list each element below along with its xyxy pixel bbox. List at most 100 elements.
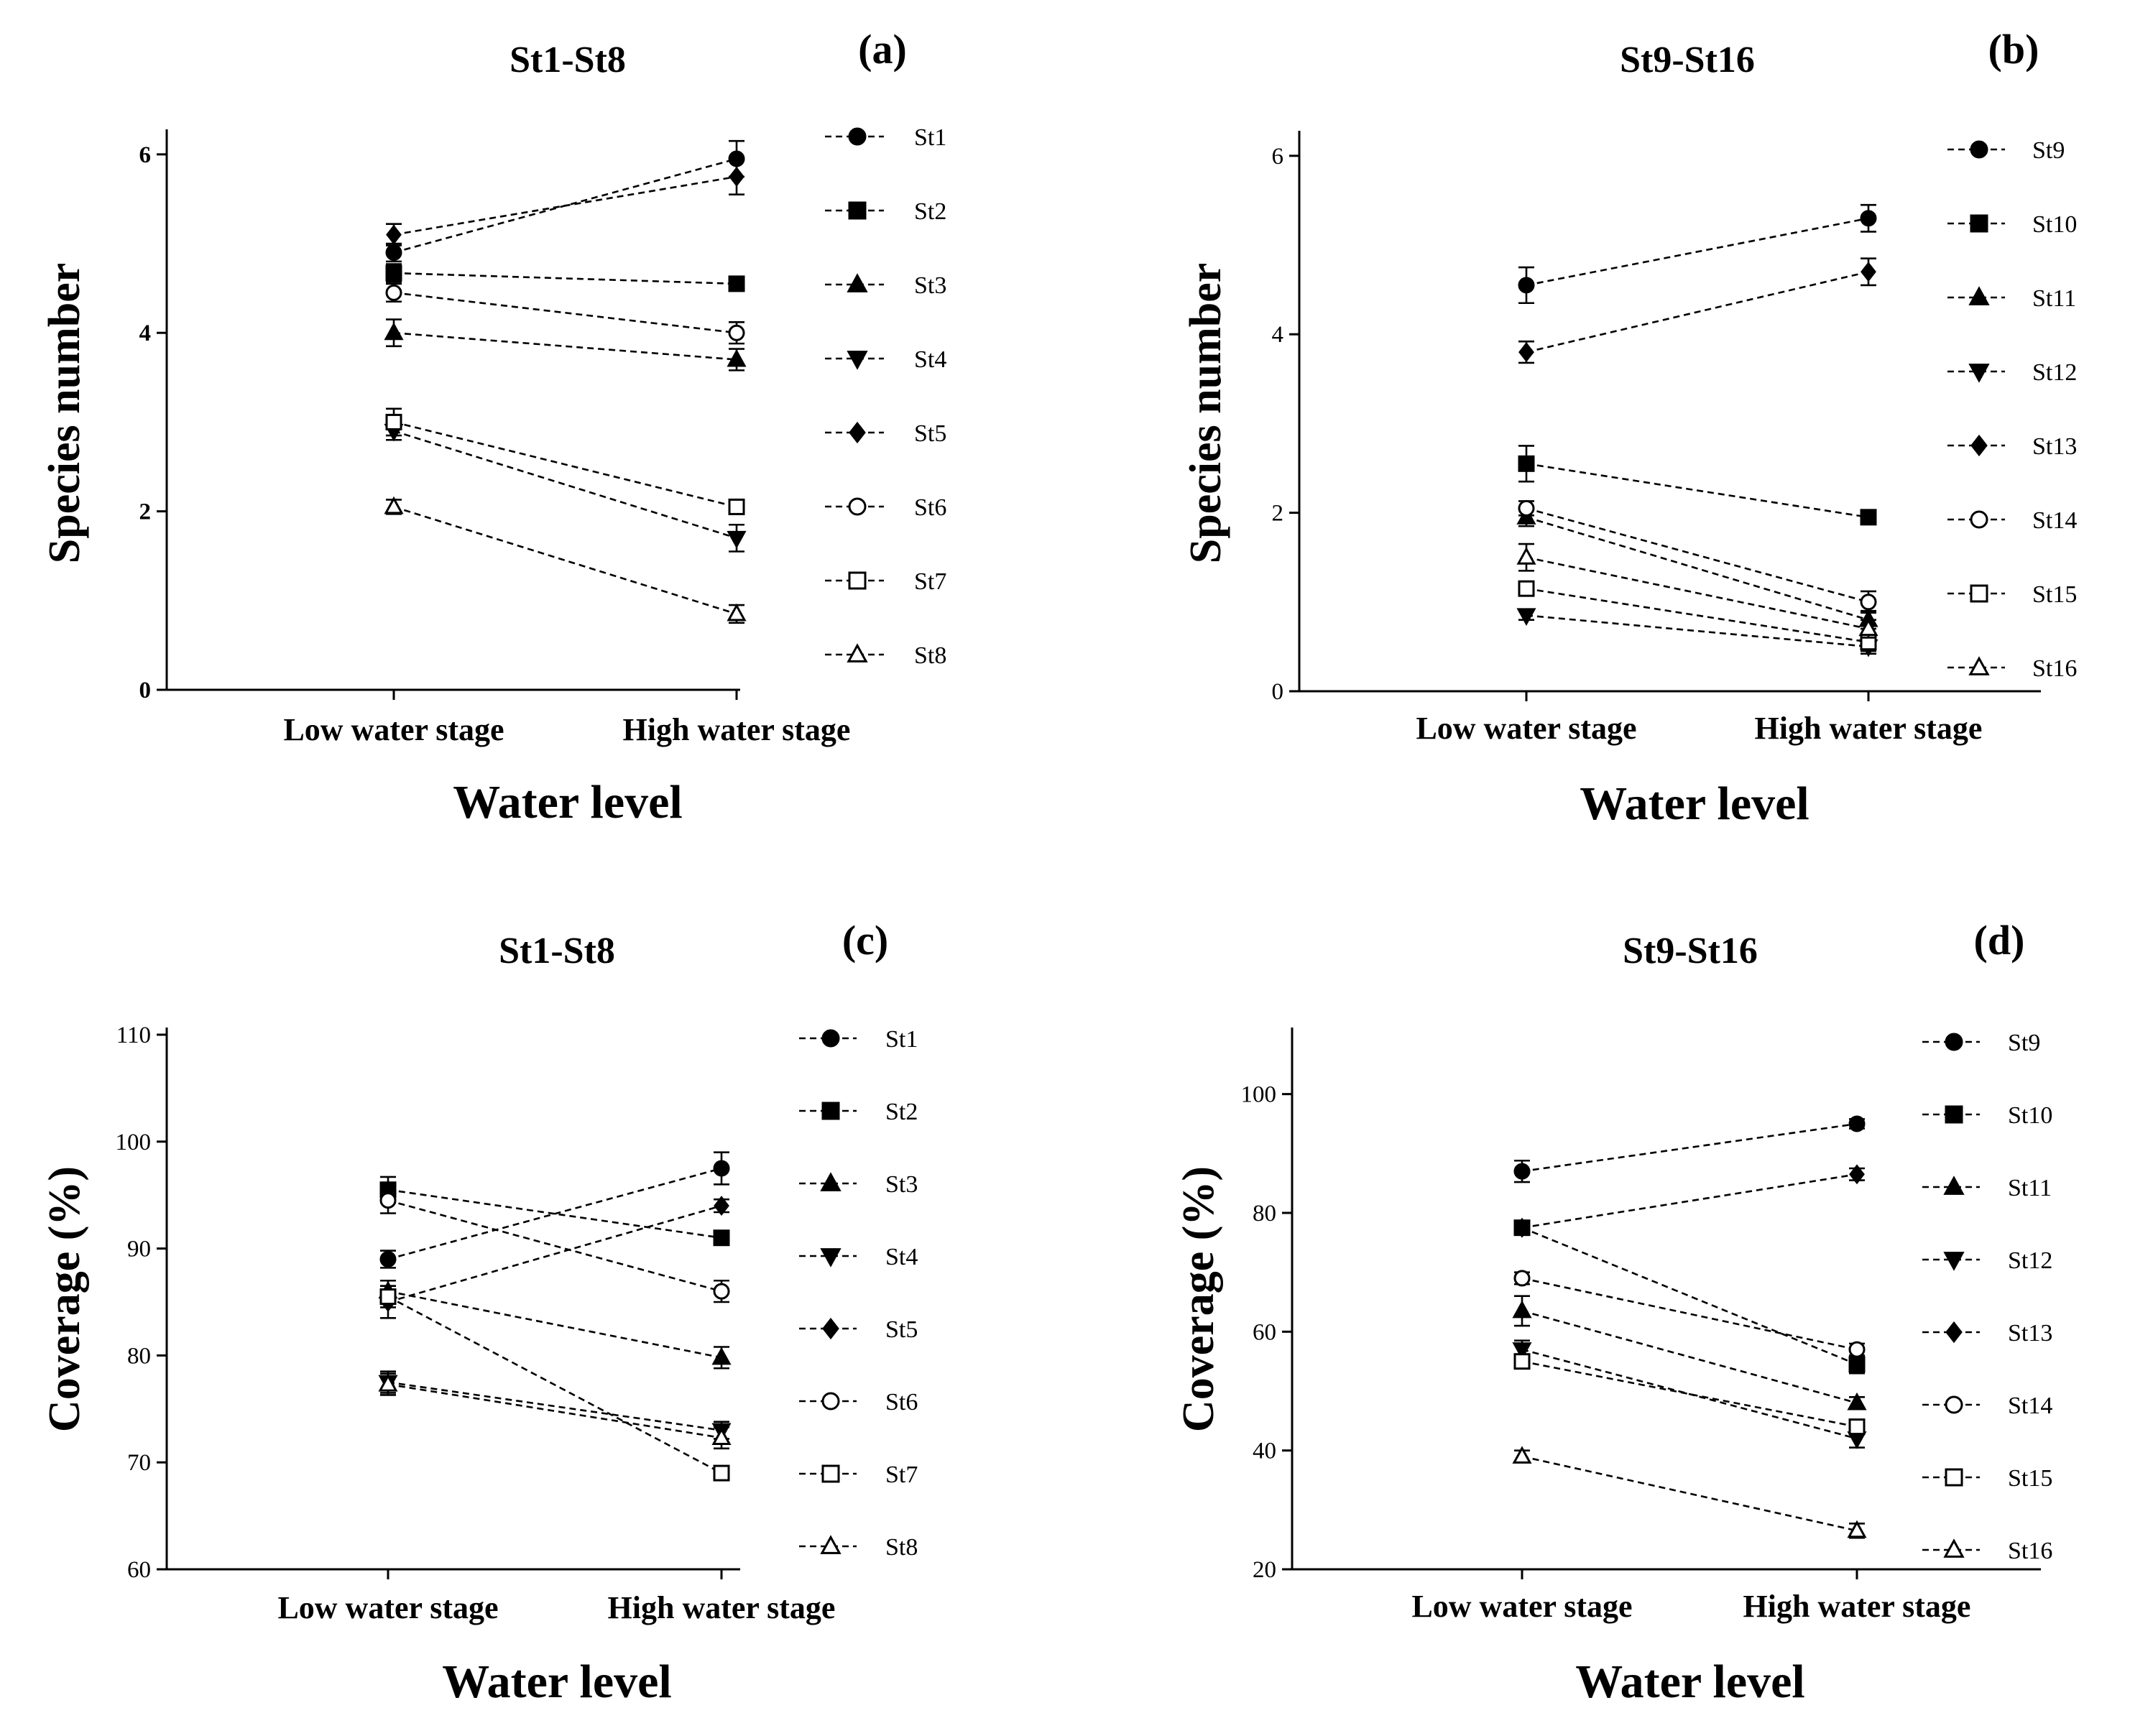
data-point <box>1518 277 1535 294</box>
series-line <box>1521 1173 1858 1229</box>
data-point <box>379 1250 397 1268</box>
legend-marker <box>820 1248 842 1268</box>
series-St16 <box>1516 542 1878 639</box>
legend-item-St9: St9 <box>1922 1030 2040 1056</box>
series-St3 <box>378 1279 732 1370</box>
data-point <box>1512 1342 1532 1360</box>
legend-item-St4: St4 <box>825 346 946 373</box>
chart-panel-2: St9-St16 (b) 0 2 4 6 Low water stage High water… <box>1181 26 2077 830</box>
data-point <box>1513 1353 1531 1370</box>
panel-label: (a) <box>858 26 907 73</box>
legend-item-St15: St15 <box>1922 1465 2052 1492</box>
series-St4 <box>384 421 747 553</box>
y-tick-label: 4 <box>139 320 152 346</box>
legend-label: St13 <box>2032 433 2077 460</box>
legend-label: St8 <box>914 642 946 669</box>
y-tick-label: 80 <box>127 1343 151 1369</box>
legend-item-St9: St9 <box>1947 137 2065 164</box>
data-point <box>1847 1520 1867 1538</box>
legend-label: St7 <box>885 1462 918 1488</box>
legend-item-St2: St2 <box>825 198 946 225</box>
data-point <box>1513 1163 1531 1180</box>
legend-label: St3 <box>914 272 946 299</box>
series-St14 <box>1513 1270 1866 1358</box>
y-tick-label: 60 <box>1253 1319 1276 1345</box>
legend-marker <box>1968 286 1990 305</box>
data-point <box>1848 1341 1866 1358</box>
data-point <box>1512 1300 1532 1319</box>
data-point <box>1518 580 1535 597</box>
legend-item-St11: St11 <box>1922 1175 2052 1201</box>
series-line <box>1526 271 1869 354</box>
series-St10 <box>1513 1219 1866 1375</box>
y-tick-label: 2 <box>1272 501 1284 527</box>
data-point <box>713 1160 730 1177</box>
x-tick-label: Low water stage <box>277 1590 498 1625</box>
series-St4 <box>378 1370 732 1441</box>
legend-label: St13 <box>2008 1320 2052 1347</box>
data-point <box>713 1464 730 1482</box>
legend-marker <box>1968 364 1990 383</box>
legend-label: St14 <box>2008 1393 2052 1419</box>
panel-label: (d) <box>1974 917 2025 964</box>
legend-label: St9 <box>2008 1030 2040 1056</box>
series-St6 <box>379 1186 730 1303</box>
series-St11 <box>1516 507 1878 630</box>
legend-label: St2 <box>914 198 946 225</box>
y-axis-label: Species number <box>1181 263 1230 564</box>
legend-label: St12 <box>2032 359 2077 386</box>
series-St8 <box>378 1372 732 1450</box>
series-line <box>387 1383 722 1439</box>
data-point <box>727 348 747 367</box>
legend-item-St14: St14 <box>1947 507 2077 534</box>
legend-item-St7: St7 <box>825 568 946 595</box>
legend-label: St15 <box>2032 581 2077 608</box>
data-point <box>711 1347 732 1365</box>
series-line <box>1521 1360 1858 1428</box>
legend-label: St6 <box>885 1389 918 1416</box>
data-point <box>1848 1418 1866 1436</box>
series-line <box>1526 217 1869 287</box>
series-St6 <box>385 282 745 345</box>
legend-marker <box>1943 1538 1965 1558</box>
y-tick-label: 110 <box>116 1022 151 1048</box>
y-tick-label: 40 <box>1253 1439 1276 1464</box>
legend-label: St9 <box>2032 137 2065 164</box>
data-point <box>384 322 404 341</box>
data-point <box>1858 618 1878 637</box>
data-point <box>1847 1392 1867 1410</box>
legend-label: St2 <box>885 1099 918 1125</box>
series-St15 <box>1518 580 1877 652</box>
legend-item-St2: St2 <box>799 1099 918 1125</box>
data-point <box>1860 594 1877 611</box>
legend-label: St1 <box>914 124 946 151</box>
series-St7 <box>385 407 745 515</box>
series-St5 <box>386 157 744 246</box>
data-point <box>385 284 402 301</box>
series-line <box>1526 463 1869 519</box>
y-tick-label: 20 <box>1253 1557 1276 1583</box>
series-St13 <box>1514 1164 1865 1238</box>
legend-marker <box>1968 656 1990 675</box>
y-tick-label: 6 <box>1272 144 1284 170</box>
legend-label: St6 <box>914 494 946 521</box>
legend-marker <box>1970 140 1988 159</box>
legend-item-St15: St15 <box>1947 581 2077 608</box>
series-line <box>393 421 737 508</box>
legend-label: St15 <box>2008 1465 2052 1492</box>
legend-label: St14 <box>2032 507 2077 534</box>
x-tick-label: High water stage <box>608 1590 836 1625</box>
legend-marker <box>820 1535 842 1554</box>
chart-title: St1-St8 <box>510 40 626 80</box>
x-tick-label: Low water stage <box>1411 1589 1632 1624</box>
series-St3 <box>384 318 747 371</box>
legend-item-St1: St1 <box>799 1026 918 1053</box>
y-tick-label: 60 <box>127 1557 151 1583</box>
data-point <box>729 166 744 187</box>
series-line <box>1521 1455 1858 1532</box>
legend-marker <box>848 127 867 146</box>
legend-item-St4: St4 <box>799 1244 918 1270</box>
series-St1 <box>385 139 745 263</box>
series-St9 <box>1513 1115 1866 1183</box>
series-line <box>1526 614 1869 648</box>
